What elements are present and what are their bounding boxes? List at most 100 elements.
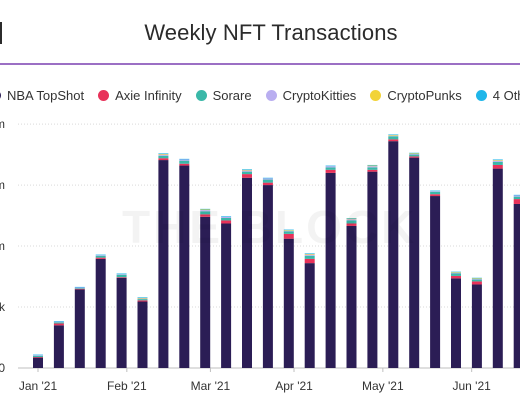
bar-segment [137,297,148,298]
bar-segment [409,154,420,157]
bar-segment [451,275,461,279]
y-tick-label: m [0,117,5,131]
bar-segment [492,160,503,161]
bar-segment [513,196,520,200]
legend-swatch [370,90,382,102]
bar-segment [346,225,357,368]
legend-item[interactable]: Sorare [195,88,252,104]
y-tick-label: k [0,300,6,314]
bar-segment [325,166,336,168]
bar-segment [513,203,520,368]
bar-segment [451,273,461,276]
legend-label: Axie Infinity [115,88,182,104]
bar-segment [283,233,294,239]
bar-segment [53,325,64,368]
bar-segment [451,271,461,273]
bar-segment [325,165,336,167]
bar-segment [367,164,378,166]
bar-segment [200,209,211,211]
bar-segment [409,153,420,155]
bar-segment [451,272,461,274]
x-tick-label: Feb '21 [107,379,147,393]
bar-segment [325,172,336,368]
bar-segment [53,322,64,324]
bar-segment [451,272,461,273]
bar-segment [304,255,315,259]
bar-segment [367,169,378,172]
bar-segment [325,167,336,170]
legend: NBA TopShot Axie Infinity Sorare CryptoKitt… [0,87,520,105]
legend-label: NBA TopShot [7,88,85,104]
legend-item[interactable]: NBA TopShot [0,88,84,103]
legend-item[interactable]: Axie Infinity [98,88,182,104]
bar-segment [346,220,357,224]
legend-label: Sorare [212,88,252,104]
bar-segment [33,355,43,358]
bar-segment [200,214,211,217]
bar-segment [200,210,211,212]
bar-segment [409,153,420,154]
legend-swatch [98,90,110,102]
bar-segment [179,163,190,166]
bar-segment [158,158,169,161]
bar-segment [430,194,441,197]
bar-segment [200,208,211,210]
bar-segment [262,185,273,368]
bar-segment [492,161,503,165]
x-tick-label: May '21 [362,379,404,393]
y-tick-label: m [0,178,5,192]
legend-swatch [195,90,207,102]
bar-segment [513,194,520,196]
bar-segment [200,211,211,215]
bar-segment [430,191,441,195]
bar-segment [388,135,399,136]
bar-segment [158,160,169,368]
bar-segment [242,174,252,178]
bar-segment [74,288,85,289]
bar-segment [388,134,399,136]
bar-segment [158,153,169,154]
x-tick-label: Apr '21 [275,379,313,393]
bar-segment [95,257,106,259]
bar-segment [283,229,294,231]
bar-segment [221,223,232,368]
bar-segment [116,274,127,278]
bar-segment [283,238,294,368]
bar-segment [346,219,357,221]
bar-segment [137,297,148,299]
bar-segment [430,191,441,192]
bar-segment [409,156,420,158]
bar-segment [242,169,252,170]
bar-segment [304,253,315,255]
bar-segment [409,157,420,368]
legend-item[interactable]: CryptoPunks [370,88,462,103]
header-divider [0,63,520,65]
legend-swatch [475,90,487,102]
bar-segment [74,286,85,288]
legend-item[interactable]: 4 Other [475,88,520,103]
bar-segment [74,289,85,368]
bar-segment [158,155,169,159]
bar-segment [242,170,252,172]
bar-segment [367,165,378,167]
bar-segment [53,321,64,323]
bar-segment [242,169,252,171]
bar-segment [471,278,482,279]
bar-segment [179,165,190,368]
bar-segment [388,139,399,142]
bar-segment [304,263,315,368]
watermark: THE BLOCK [122,200,417,254]
bar-segment [304,253,315,254]
bar-segment [430,196,441,368]
bar-segment [158,154,169,156]
bar-segment [242,171,252,175]
legend-item[interactable]: CryptoKitties [265,88,356,103]
bar-segment [179,159,190,161]
bar-segment [430,190,441,192]
bar-segment [409,152,420,154]
bar-segment [513,195,520,197]
bar-segment [242,177,252,368]
bar-segment [346,223,357,226]
